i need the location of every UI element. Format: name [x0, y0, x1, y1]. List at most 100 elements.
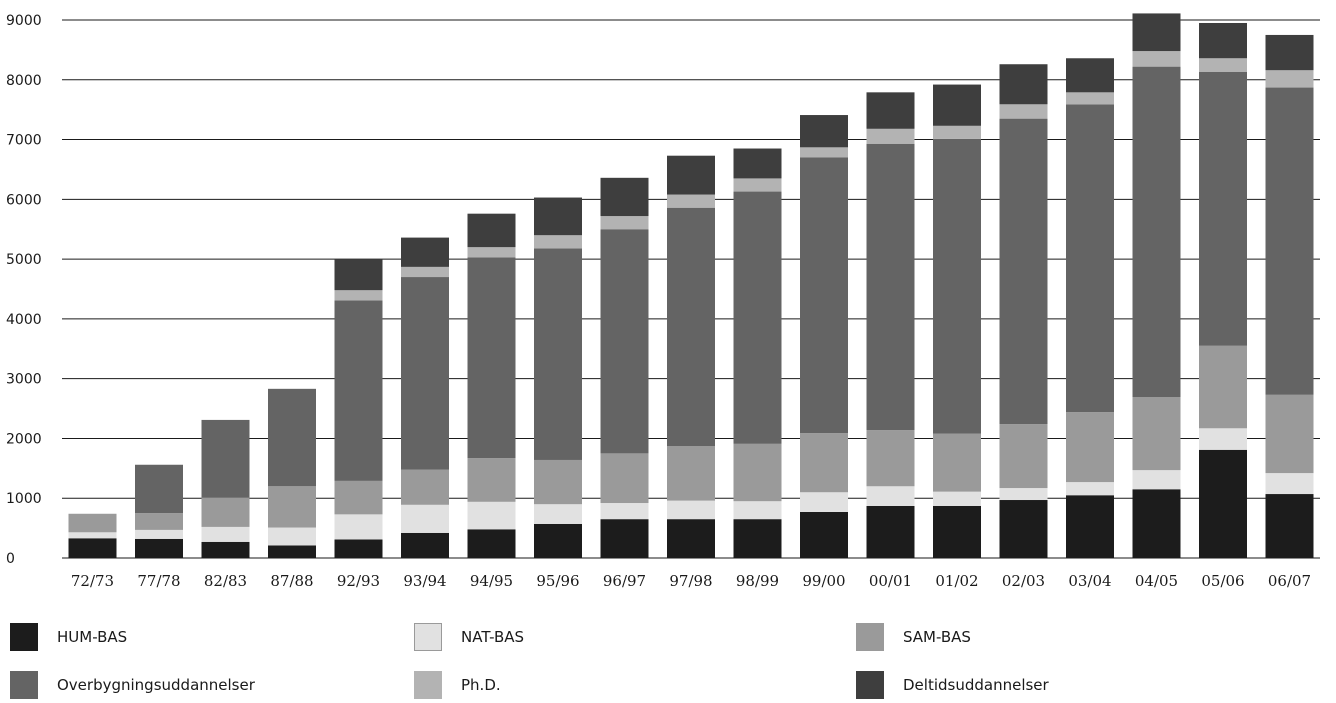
bar-segment-hum-bas [600, 519, 649, 558]
bar-segment-deltidsuddannelser [999, 64, 1048, 105]
bar-segment-deltidsuddannelser [534, 197, 582, 236]
y-tick-label: 3000 [6, 372, 42, 388]
bar-segment-nat-bas [733, 501, 782, 520]
x-tick-label: 93/94 [403, 572, 446, 590]
bar-segment-hum-bas [999, 500, 1048, 558]
bar-segment-hum-bas [733, 519, 782, 558]
legend-swatch [10, 623, 38, 651]
bar-segment-nat-bas [800, 492, 848, 512]
bar-segment-sam-bas [1066, 412, 1114, 483]
bar-segment-hum-bas [68, 538, 117, 558]
bar-segment-overbygningsuddannelser [1132, 66, 1181, 398]
bar-segment-hum-bas [401, 532, 449, 558]
bar-segment-overbygningsuddannelser [534, 248, 582, 460]
bars [68, 13, 1314, 558]
legend-label: Deltidsuddannelser [903, 676, 1049, 694]
bar-segment-nat-bas [1199, 428, 1247, 450]
x-tick-label: 06/07 [1268, 572, 1311, 590]
bar-segment-overbygningsuddannelser [733, 191, 782, 444]
bar-segment-ph-d [1066, 92, 1114, 105]
bar-segment-sam-bas [667, 446, 715, 501]
bar-segment-deltidsuddannelser [401, 237, 449, 267]
bar-segment-ph-d [999, 104, 1048, 119]
legend-item-phd: Ph.D. [414, 670, 501, 700]
legend-label: HUM-BAS [57, 628, 128, 646]
x-tick-label: 72/73 [71, 572, 114, 590]
bar-segment-nat-bas [467, 501, 516, 530]
bar-segment-sam-bas [534, 459, 582, 505]
legend: HUM-BAS NAT-BAS SAM-BAS Overbygningsudda… [0, 612, 1336, 702]
bar-segment-deltidsuddannelser [467, 213, 516, 248]
bar-segment-sam-bas [201, 497, 250, 527]
bar-segment-nat-bas [1132, 470, 1181, 490]
bar-segment-deltidsuddannelser [933, 84, 981, 126]
legend-item-nat-bas: NAT-BAS [414, 622, 524, 652]
bar-segment-ph-d [733, 178, 782, 192]
legend-swatch [856, 623, 884, 651]
bar-segment-sam-bas [733, 443, 782, 502]
bar-segment-sam-bas [800, 433, 848, 493]
bar-segment-overbygningsuddannelser [268, 388, 316, 487]
x-tick-label: 05/06 [1201, 572, 1244, 590]
bar-segment-hum-bas [933, 505, 981, 558]
bar-segment-overbygningsuddannelser [1066, 104, 1114, 413]
bar-segment-ph-d [933, 125, 981, 139]
x-tick-label: 92/93 [337, 572, 380, 590]
bar-segment-nat-bas [1265, 473, 1314, 495]
x-tick-label: 94/95 [470, 572, 513, 590]
bar-segment-ph-d [1199, 58, 1247, 73]
legend-label: Ph.D. [461, 676, 501, 694]
bar-segment-overbygningsuddannelser [1199, 72, 1247, 346]
bar-segment-overbygningsuddannelser [933, 138, 981, 434]
bar-segment-sam-bas [1265, 394, 1314, 474]
x-tick-label: 02/03 [1002, 572, 1045, 590]
bar-segment-overbygningsuddannelser [401, 277, 449, 470]
bar-segment-sam-bas [467, 458, 516, 502]
legend-swatch [856, 671, 884, 699]
bar-segment-overbygningsuddannelser [1265, 87, 1314, 395]
bar-segment-nat-bas [600, 503, 649, 520]
bar-segment-hum-bas [201, 541, 250, 558]
bar-segment-overbygningsuddannelser [999, 118, 1048, 425]
legend-label: NAT-BAS [461, 628, 525, 646]
bar-segment-overbygningsuddannelser [201, 419, 250, 498]
x-tick-label: 04/05 [1135, 572, 1178, 590]
bar-segment-nat-bas [534, 504, 582, 524]
bar-segment-hum-bas [135, 538, 183, 558]
bar-segment-deltidsuddannelser [1199, 22, 1247, 59]
x-tick-label: 01/02 [935, 572, 978, 590]
bar-segment-hum-bas [800, 511, 848, 558]
y-tick-label: 5000 [6, 252, 42, 268]
bar-segment-deltidsuddannelser [1066, 58, 1114, 93]
bar-segment-nat-bas [268, 527, 316, 546]
bar-segment-overbygningsuddannelser [135, 464, 183, 514]
x-tick-label: 77/78 [137, 572, 180, 590]
bar-segment-overbygningsuddannelser [866, 143, 915, 431]
bar-segment-deltidsuddannelser [600, 177, 649, 217]
legend-swatch [10, 671, 38, 699]
legend-swatch [414, 623, 442, 651]
bar-segment-ph-d [866, 128, 915, 144]
bar-segment-overbygningsuddannelser [667, 207, 715, 447]
y-tick-label: 9000 [6, 13, 42, 29]
x-tick-label: 96/97 [603, 572, 646, 590]
bar-segment-sam-bas [1132, 397, 1181, 471]
bar-segment-hum-bas [866, 505, 915, 558]
bar-segment-hum-bas [1132, 489, 1181, 558]
bar-segment-nat-bas [135, 529, 183, 539]
bar-segment-hum-bas [1265, 494, 1314, 558]
bar-segment-deltidsuddannelser [1265, 34, 1314, 71]
x-tick-label: 95/96 [536, 572, 579, 590]
bar-segment-hum-bas [1066, 495, 1114, 558]
bar-segment-nat-bas [1066, 482, 1114, 496]
stacked-bar-chart: 0 1000 2000 3000 4000 5000 6000 7000 8000 9000 72… [6, 13, 1320, 590]
bar-segment-ph-d [534, 235, 582, 249]
legend-item-deltidsuddannelser: Deltidsuddannelser [856, 670, 1049, 700]
legend-item-sam-bas: SAM-BAS [856, 622, 971, 652]
bar-segment-hum-bas [467, 529, 516, 558]
x-tick-label: 82/83 [204, 572, 247, 590]
bar-segment-sam-bas [1199, 345, 1247, 429]
bar-segment-deltidsuddannelser [733, 148, 782, 179]
y-tick-label: 0 [6, 551, 15, 567]
bar-segment-nat-bas [68, 532, 117, 539]
